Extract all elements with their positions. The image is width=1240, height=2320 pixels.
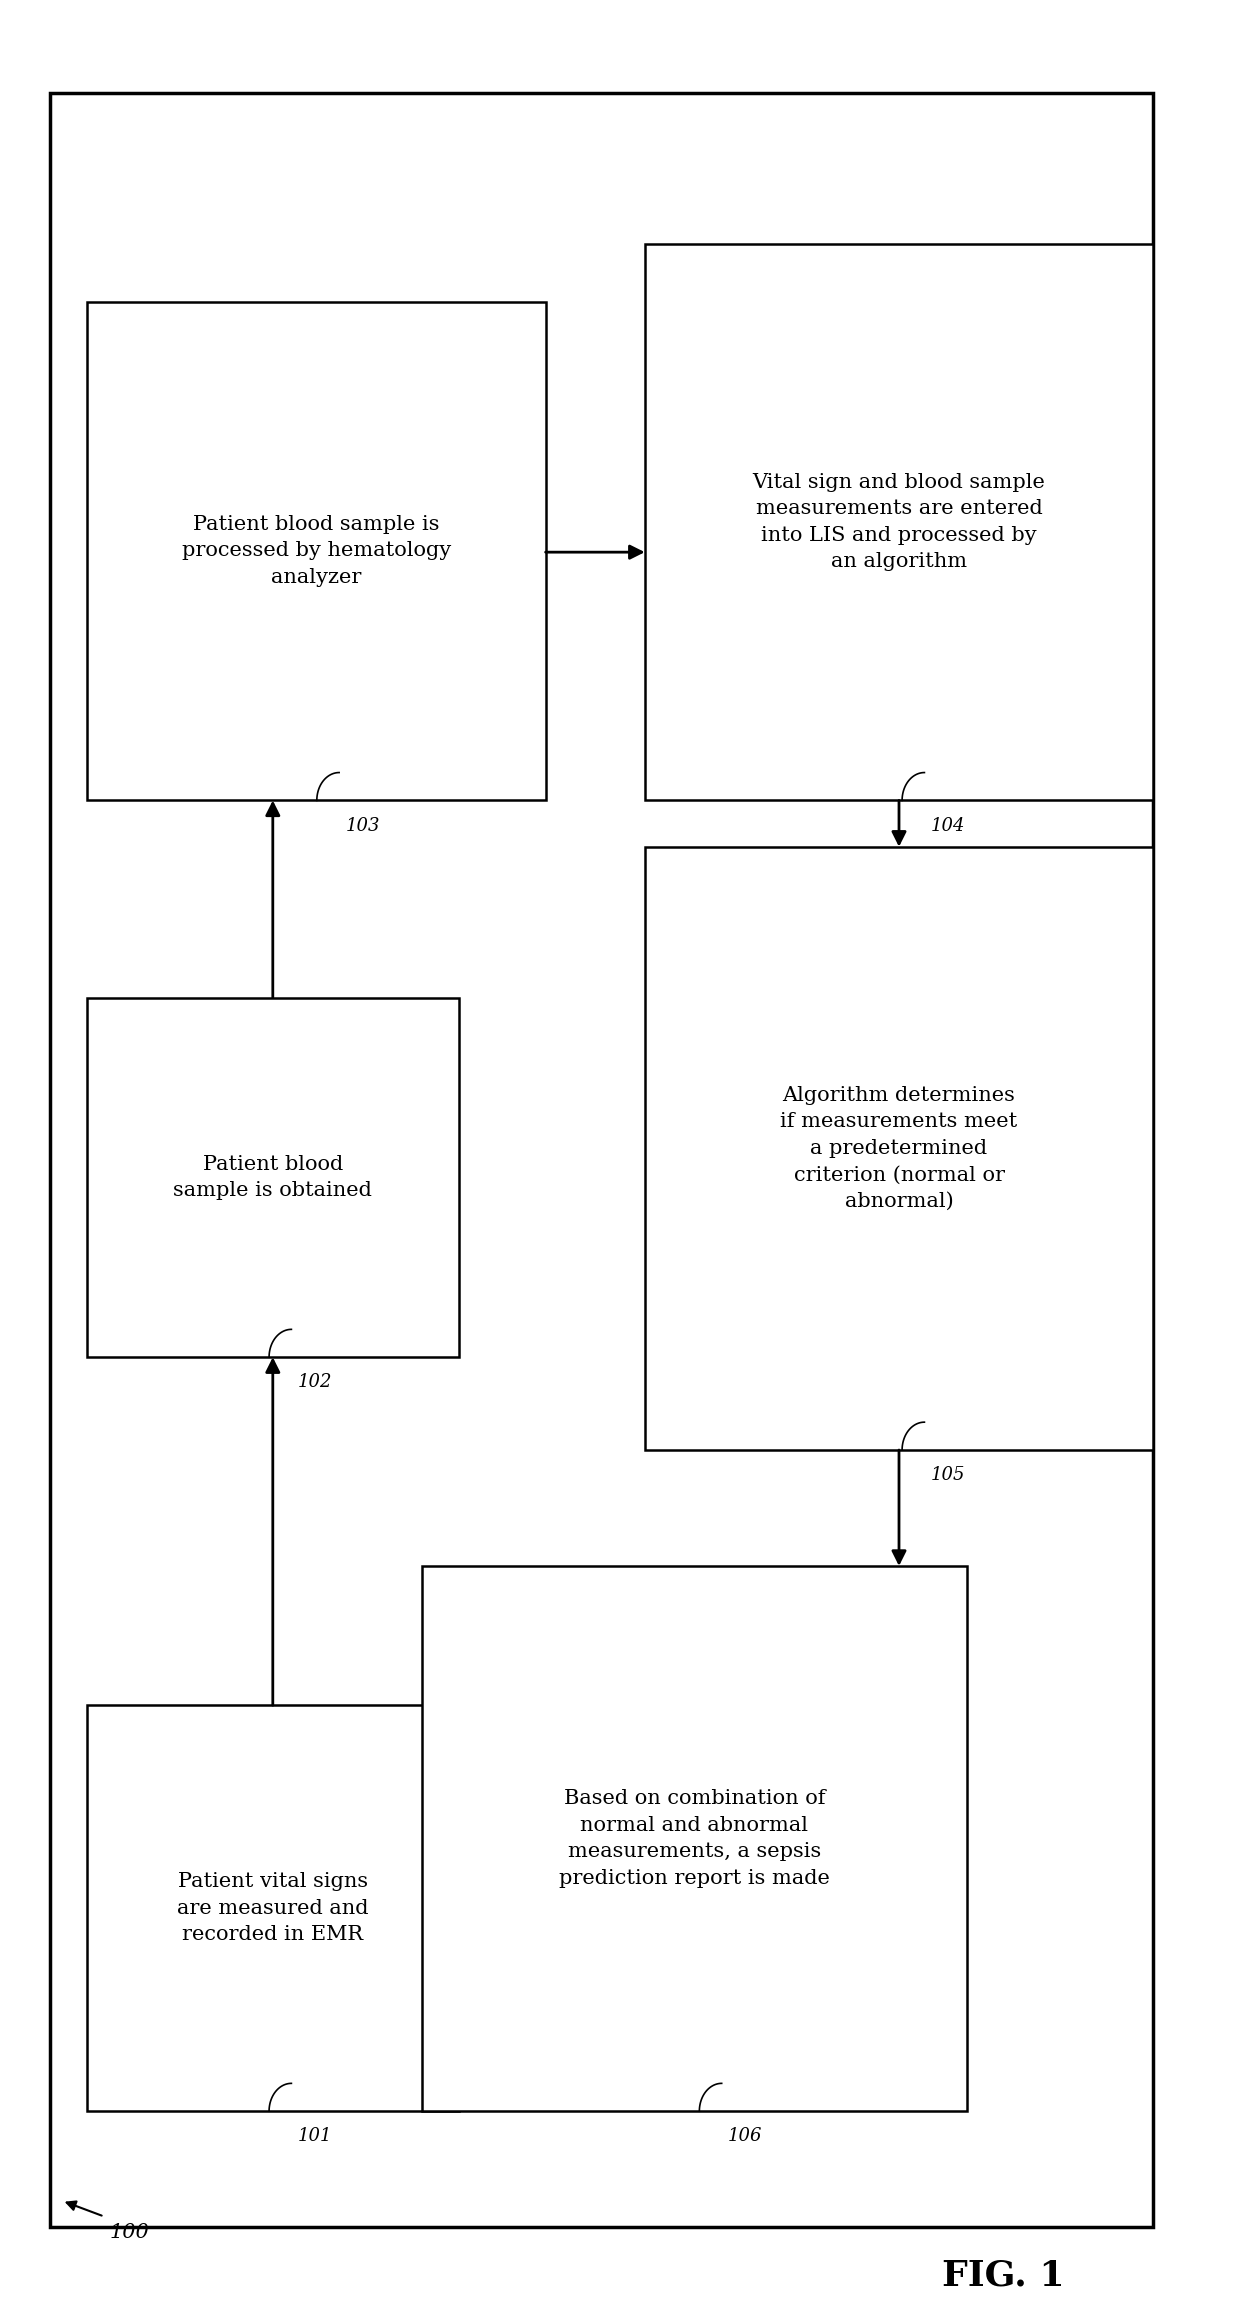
- Bar: [645, 244, 1153, 800]
- Bar: [87, 998, 459, 1357]
- Text: FIG. 1: FIG. 1: [942, 2257, 1065, 2292]
- Text: Algorithm determines
if measurements meet
a predetermined
criterion (normal or
a: Algorithm determines if measurements mee…: [780, 1086, 1018, 1211]
- Text: 103: 103: [345, 817, 379, 835]
- Text: Patient blood sample is
processed by hematology
analyzer: Patient blood sample is processed by hem…: [181, 515, 451, 587]
- Text: 106: 106: [728, 2127, 763, 2146]
- Bar: [87, 302, 546, 800]
- Text: 102: 102: [298, 1373, 332, 1392]
- Text: 101: 101: [298, 2127, 332, 2146]
- Bar: [645, 847, 1153, 1450]
- Bar: [50, 93, 1153, 2227]
- Text: 105: 105: [930, 1466, 965, 1485]
- Bar: [422, 1566, 967, 2111]
- Text: 104: 104: [930, 817, 965, 835]
- Text: Based on combination of
normal and abnormal
measurements, a sepsis
prediction re: Based on combination of normal and abnor…: [559, 1789, 830, 1888]
- Text: Vital sign and blood sample
measurements are entered
into LIS and processed by
a: Vital sign and blood sample measurements…: [753, 473, 1045, 571]
- Text: Patient blood
sample is obtained: Patient blood sample is obtained: [174, 1155, 372, 1199]
- Text: 100: 100: [109, 2223, 149, 2241]
- Text: Patient vital signs
are measured and
recorded in EMR: Patient vital signs are measured and rec…: [177, 1872, 368, 1944]
- Bar: [87, 1705, 459, 2111]
